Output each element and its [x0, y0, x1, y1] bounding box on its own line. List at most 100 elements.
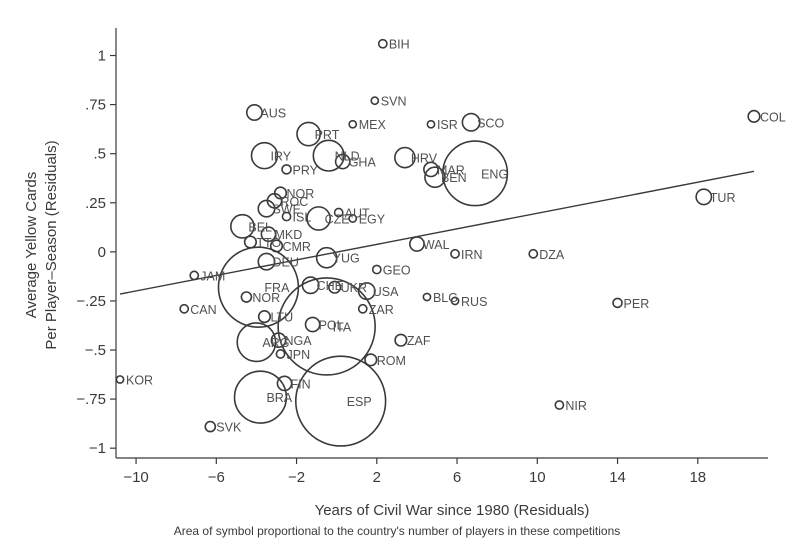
point-label-can: CAN: [190, 303, 216, 317]
point-label-bih: BIH: [389, 38, 410, 52]
point-label-iry: IRY: [270, 150, 291, 164]
x-tick-label: −6: [208, 469, 225, 486]
point-label-aut: AUT: [345, 207, 370, 221]
bubble-zaf: [394, 333, 408, 347]
bubble-isr: [426, 119, 436, 129]
point-label-mex: MEX: [359, 118, 387, 132]
point-label-mar: MAR: [437, 163, 465, 177]
point-label-hrv: HRV: [411, 152, 438, 166]
y-axis-title-line2: Per Player–Season (Residuals): [43, 140, 60, 349]
bubble-can: [179, 303, 190, 314]
bubble-eng: [442, 140, 509, 207]
point-label-col: COL: [760, 110, 786, 124]
bubble-rus: [450, 296, 460, 306]
fit-line: [119, 170, 755, 295]
point-label-gha: GHA: [349, 156, 377, 170]
point-label-tur: TUR: [710, 191, 736, 205]
bubble-dza: [528, 248, 539, 259]
bubble-ita: [277, 277, 376, 376]
y-tick-label: .5: [93, 146, 106, 163]
y-tick-label: .25: [85, 195, 106, 212]
bubble-bih: [377, 38, 388, 49]
bubble-usa: [357, 282, 376, 301]
bubble-che: [301, 276, 320, 295]
bubble-rom: [364, 353, 378, 367]
point-label-jpn: JPN: [287, 348, 311, 362]
x-tick-label: 18: [689, 469, 706, 486]
bubble-egy: [348, 214, 358, 223]
bubble-jam: [189, 270, 200, 281]
bubble-arg: [236, 322, 277, 363]
point-label-irn: IRN: [461, 248, 483, 262]
bubble-fra: [217, 246, 300, 328]
bubble-tto: [243, 235, 258, 249]
x-axis-title: Years of Civil War since 1980 (Residuals…: [315, 502, 590, 519]
bubble-cze: [306, 206, 332, 231]
bubble-cmr: [269, 239, 284, 253]
point-label-pry: PRY: [293, 163, 319, 177]
bubbles-layer: [115, 38, 761, 447]
scatter-chart: Average Yellow Cards Per Player–Season (…: [23, 28, 786, 519]
bubble-wal: [409, 236, 425, 252]
point-label-sco: SCO: [477, 116, 504, 130]
y-tick-label: −.5: [85, 342, 106, 359]
bubble-mex: [348, 119, 358, 129]
y-tick-label: .75: [85, 97, 106, 114]
bubble-nor2: [240, 291, 253, 303]
bubble-isl: [281, 211, 292, 222]
bubble-sco: [461, 112, 481, 132]
y-tick-label: −.25: [76, 293, 106, 310]
point-label-esp: ESP: [347, 395, 372, 409]
point-label-cze: CZE: [325, 212, 350, 226]
point-label-nld: NLD: [335, 150, 360, 164]
point-label-isl: ISL: [293, 211, 312, 225]
point-label-jam: JAM: [200, 269, 225, 283]
point-label-svn: SVN: [381, 95, 407, 109]
bubble-gha: [334, 153, 351, 170]
bubble-mkd: [260, 226, 277, 243]
point-label-aus: AUS: [260, 106, 286, 120]
point-label-eng: ENG: [481, 167, 508, 181]
bubble-zar: [357, 303, 368, 314]
axes: 1 .75 .5 .25 0 −.25 −.5 −.75 −1 −10 −6 −2 2 6 10 14 18: [76, 28, 768, 486]
point-label-fin: FIN: [291, 377, 311, 391]
point-label-nir: NIR: [565, 399, 587, 413]
point-label-arg: ARG: [262, 336, 289, 350]
bubble-prt: [296, 121, 321, 147]
point-label-roc: ROC: [280, 195, 308, 209]
point-label-fra: FRA: [264, 281, 290, 295]
point-label-ita: ITA: [333, 320, 352, 334]
x-tick-label: 14: [609, 469, 626, 486]
point-label-wal: WAL: [423, 238, 450, 252]
point-label-prt: PRT: [315, 128, 340, 142]
bubble-tur: [695, 188, 713, 206]
y-tick-label: −1: [89, 440, 106, 457]
bubble-nor: [273, 186, 288, 200]
bubble-fin: [276, 375, 293, 392]
bubble-nir: [554, 400, 565, 410]
point-label-kor: KOR: [126, 373, 153, 387]
bubble-bra: [233, 370, 288, 424]
point-label-zar: ZAR: [369, 303, 394, 317]
bubble-kor: [115, 375, 125, 384]
point-label-geo: GEO: [383, 264, 411, 278]
bubble-aus: [245, 103, 263, 121]
bubble-nga: [270, 332, 287, 349]
x-tick-label: −2: [288, 469, 305, 486]
point-label-blg: BLG: [433, 291, 458, 305]
bubble-aut: [333, 207, 344, 218]
bubble-pol: [304, 316, 321, 333]
point-label-per: PER: [624, 297, 650, 311]
point-label-ukr: UKR: [341, 281, 367, 295]
point-label-ltu: LTU: [270, 311, 293, 325]
bubble-ltu: [257, 310, 272, 324]
bubble-ben: [424, 166, 446, 189]
bubble-pry: [281, 164, 292, 175]
bubble-ukr: [328, 280, 342, 294]
point-label-mkd: MKD: [274, 228, 302, 242]
x-tick-label: −10: [123, 469, 148, 486]
bubble-bel: [229, 213, 255, 239]
y-tick-label: 0: [98, 244, 106, 261]
point-label-egy: EGY: [359, 212, 386, 226]
point-label-zaf: ZAF: [407, 334, 431, 348]
